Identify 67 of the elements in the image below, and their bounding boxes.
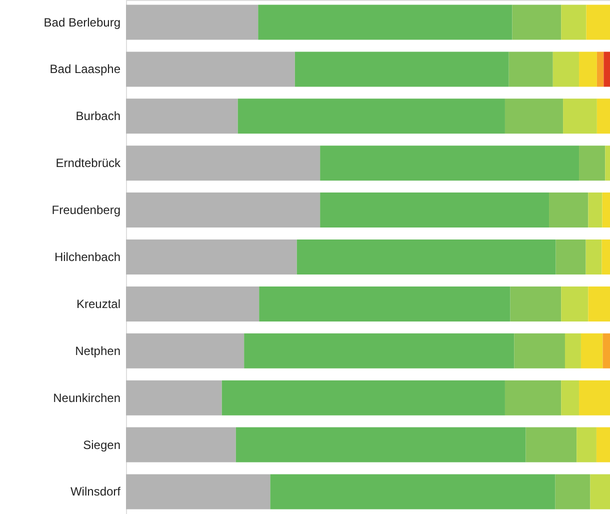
bar (590, 474, 610, 510)
bar (576, 427, 596, 462)
bar (563, 98, 597, 134)
bar (296, 240, 556, 274)
bar (580, 333, 603, 368)
bar (504, 380, 562, 416)
bar (320, 146, 580, 181)
bar (126, 4, 258, 40)
bar (126, 380, 222, 416)
bar (126, 52, 295, 87)
bar (320, 192, 550, 228)
bar (579, 146, 606, 181)
bar (549, 192, 588, 228)
bar (126, 146, 320, 181)
bar (564, 333, 581, 368)
y-tick-label: Burbach (76, 109, 120, 124)
y-tick-label: Siegen (83, 438, 120, 452)
bar (222, 380, 505, 416)
bar (556, 240, 586, 274)
y-tick-label: Hilchenbach (54, 250, 120, 264)
bar (561, 4, 586, 40)
bar (579, 380, 610, 416)
bar (126, 192, 320, 228)
bar (126, 98, 238, 134)
bar (126, 286, 260, 322)
bar (561, 286, 588, 322)
bar (238, 98, 505, 134)
bar (596, 98, 610, 134)
bar (586, 4, 610, 40)
bar (555, 474, 590, 510)
bar (526, 427, 577, 462)
bar (126, 240, 297, 274)
bar (561, 380, 580, 416)
y-tick-label: Neunkirchen (53, 390, 120, 405)
bar (126, 333, 244, 368)
y-tick-label: Erndtebrück (56, 156, 122, 170)
bar (510, 286, 562, 322)
bar (259, 286, 510, 322)
y-tick-label: Bad Laasphe (50, 62, 121, 76)
bar (596, 427, 610, 462)
bar (596, 52, 604, 87)
bar (602, 192, 610, 228)
bar (602, 240, 610, 274)
y-tick-label: Bad Berleburg (44, 15, 120, 30)
y-tick-label: Netphen (75, 344, 120, 358)
bar (258, 4, 512, 40)
bar (605, 146, 610, 181)
bar (244, 333, 514, 368)
bar (508, 52, 553, 87)
bar (514, 333, 565, 368)
bar (512, 4, 562, 40)
bar (126, 427, 236, 462)
y-tick-label: Freudenberg (52, 203, 120, 218)
bar (270, 474, 556, 510)
bar (504, 98, 564, 134)
bar (236, 427, 526, 462)
bar (586, 240, 602, 274)
bar (552, 52, 580, 87)
bar (579, 52, 597, 87)
y-tick-label: Kreuztal (76, 296, 120, 311)
bar (126, 474, 270, 510)
bar (604, 52, 610, 87)
bar (294, 52, 509, 87)
bar (588, 286, 610, 322)
bar (588, 192, 602, 228)
y-tick-label: Wilnsdorf (70, 484, 122, 499)
bar (602, 333, 610, 368)
